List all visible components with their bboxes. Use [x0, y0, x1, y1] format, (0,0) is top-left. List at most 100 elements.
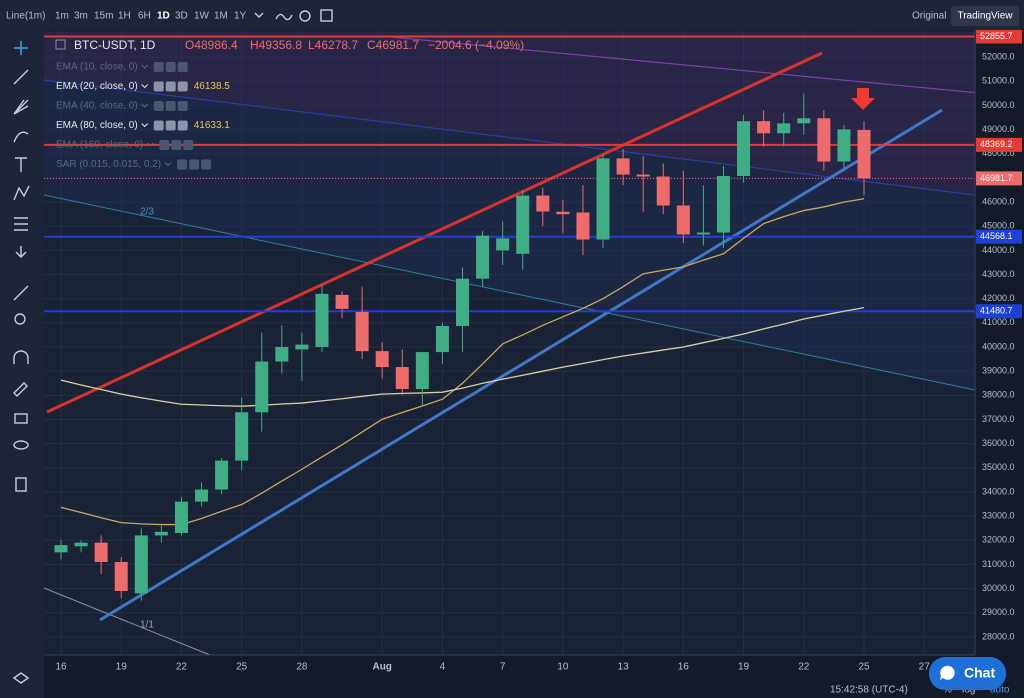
top-toolbar [0, 0, 1024, 30]
candle-body [737, 121, 751, 177]
y-tick-label: 38000.0 [982, 390, 1015, 400]
measure-tool[interactable] [13, 285, 29, 301]
brush-tool[interactable] [13, 131, 29, 143]
chat-button[interactable] [929, 657, 1006, 690]
crosshair-tool[interactable] [14, 41, 28, 55]
indicator-settings[interactable] [165, 101, 176, 111]
indicator-remove[interactable] [177, 81, 188, 92]
indicator-remove[interactable] [177, 101, 188, 111]
layers-tool[interactable] [12, 672, 30, 684]
chat-label[interactable]: Chat [964, 665, 995, 681]
x-tick-label: 22 [798, 662, 810, 673]
fullscreen-icon[interactable] [320, 9, 333, 22]
chart-style-icon[interactable] [275, 13, 293, 21]
indicator-settings[interactable] [189, 159, 200, 170]
candle-body [215, 460, 229, 490]
left-toolbar [0, 30, 44, 698]
indicator-remove[interactable] [177, 120, 188, 131]
interval-option[interactable]: 1m [55, 11, 69, 22]
x-tick-label: 25 [858, 662, 870, 673]
indicator-menu[interactable] [141, 64, 149, 69]
chart-mode[interactable]: Line(1m) [6, 11, 45, 22]
scale-option[interactable]: auto [990, 685, 1010, 696]
interval-option[interactable]: 1M [214, 11, 228, 22]
indicator-remove[interactable] [183, 140, 194, 150]
trend-tool[interactable] [13, 69, 29, 85]
fan-line [43, 194, 976, 391]
indicator-eye[interactable] [159, 140, 170, 150]
y-tick-label: 51000.0 [982, 76, 1015, 86]
candle-body [174, 501, 188, 534]
interval-option[interactable]: 3m [74, 11, 88, 22]
collapse-icon[interactable] [55, 39, 66, 50]
candle-body [415, 352, 429, 390]
price-label: 52855.7 [980, 31, 1013, 41]
view-option[interactable]: TradingView [957, 11, 1013, 22]
lock-tool[interactable] [14, 413, 28, 424]
indicator-eye[interactable] [177, 159, 188, 170]
indicator-label: EMA (20, close, 0) [56, 81, 138, 92]
interval-option[interactable]: 1W [194, 11, 210, 22]
price-label-box [976, 304, 1022, 319]
visibility-tool[interactable] [13, 440, 29, 450]
interval-option[interactable]: 1D [157, 11, 170, 22]
indicator-menu[interactable] [146, 142, 154, 147]
prediction-tool[interactable] [14, 217, 28, 231]
text-tool[interactable] [15, 157, 27, 172]
interval-option[interactable]: 1H [118, 11, 131, 22]
ema-line [60, 306, 865, 407]
delete-tool[interactable] [15, 477, 27, 492]
view-option[interactable]: Original [912, 11, 946, 22]
x-tick-label: 28 [296, 662, 308, 673]
pattern-tool[interactable] [13, 185, 30, 201]
y-tick-label: 50000.0 [982, 100, 1015, 110]
candle-body [556, 211, 570, 215]
interval-option[interactable]: 6H [138, 11, 151, 22]
price-label: 48369.2 [980, 139, 1013, 149]
indicator-menu[interactable] [164, 162, 172, 167]
y-tick-label: 28000.0 [982, 631, 1015, 641]
x-tick-label: 13 [618, 662, 630, 673]
lock-drawing[interactable] [13, 382, 28, 397]
y-tick-label: 46000.0 [982, 196, 1015, 206]
indicator-settings[interactable] [165, 62, 176, 72]
interval-option[interactable]: 1Y [234, 11, 247, 22]
x-tick-label: 19 [116, 662, 128, 673]
open-value: O48986.4 [185, 38, 238, 52]
interval-option[interactable]: 3D [175, 11, 188, 22]
indicator-settings[interactable] [165, 120, 176, 131]
more-tools[interactable] [15, 246, 27, 258]
candle-body [757, 121, 771, 134]
indicator-menu[interactable] [141, 103, 149, 108]
candle-body [355, 312, 369, 352]
indicator-settings[interactable] [165, 81, 176, 92]
interval-option[interactable]: 15m [94, 11, 113, 22]
indicator-menu[interactable] [141, 123, 149, 128]
indicator-remove[interactable] [177, 62, 188, 72]
indicator-eye[interactable] [153, 81, 164, 92]
candle-body [456, 278, 469, 327]
indicator-eye[interactable] [153, 62, 164, 72]
zoom-tool[interactable] [14, 313, 26, 325]
scale-option[interactable]: log [962, 685, 975, 696]
settings-icon[interactable] [299, 10, 311, 22]
candle-body [94, 542, 108, 563]
candle-body [616, 158, 630, 175]
candle-body [857, 129, 871, 179]
fib-tool[interactable] [13, 99, 29, 115]
candle-body [696, 232, 710, 235]
indicator-eye[interactable] [153, 101, 164, 111]
indicator-remove[interactable] [201, 159, 212, 170]
indicator-menu[interactable] [141, 84, 149, 89]
candle-body [235, 412, 249, 461]
price-label-box [976, 29, 1022, 44]
more-intervals[interactable] [254, 12, 264, 18]
candle-body [817, 118, 831, 162]
y-tick-label: 45000.0 [982, 221, 1015, 231]
candle-body [797, 118, 811, 124]
magnet-tool[interactable] [13, 350, 29, 364]
candle-body [676, 205, 690, 235]
scale-option[interactable]: % [943, 685, 952, 696]
indicator-settings[interactable] [171, 140, 182, 150]
indicator-eye[interactable] [153, 120, 164, 131]
